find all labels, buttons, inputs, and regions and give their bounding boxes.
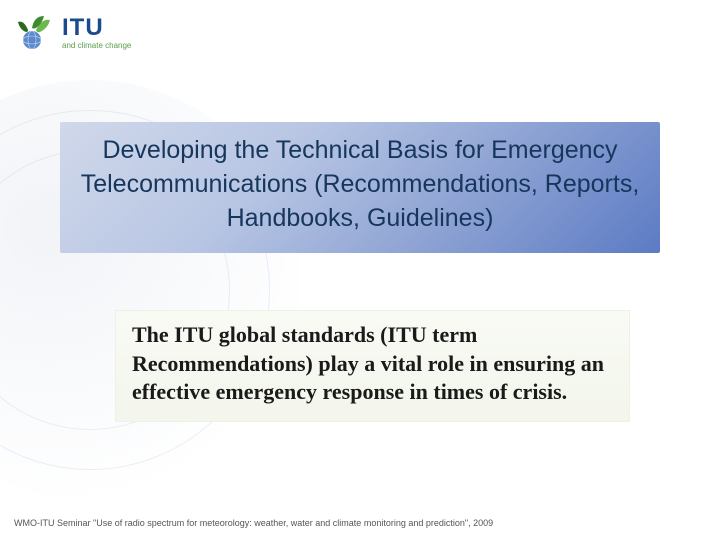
logo-main-text: ITU <box>62 16 131 40</box>
body-text: The ITU global standards (ITU term Recom… <box>132 321 613 407</box>
title-box: Developing the Technical Basis for Emerg… <box>60 122 660 253</box>
leaf-globe-icon <box>14 12 56 54</box>
footer-text: WMO-ITU Seminar "Use of radio spectrum f… <box>14 518 706 528</box>
slide-title: Developing the Technical Basis for Emerg… <box>80 134 640 235</box>
logo-text: ITU and climate change <box>62 16 131 50</box>
logo-sub-text: and climate change <box>62 42 131 50</box>
body-box: The ITU global standards (ITU term Recom… <box>115 310 630 422</box>
logo: ITU and climate change <box>14 12 131 54</box>
